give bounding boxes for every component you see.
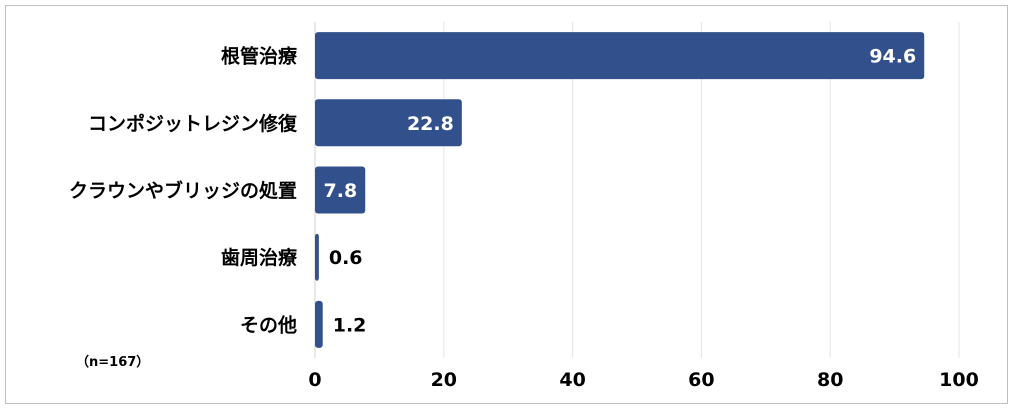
x-tick-label: 40 (559, 369, 585, 391)
bar (315, 32, 925, 80)
x-tick-label: 20 (431, 369, 457, 391)
x-tick-label: 60 (688, 369, 714, 391)
value-label: 0.6 (329, 247, 363, 269)
x-tick-label: 80 (817, 369, 843, 391)
category-label: 歯周治療 (221, 246, 298, 269)
category-label: コンポジットレジン修復 (88, 112, 298, 135)
value-label: 7.8 (324, 180, 358, 202)
bar (315, 166, 366, 214)
category-label: その他 (240, 313, 297, 336)
bar (315, 233, 319, 281)
value-label: 1.2 (333, 314, 367, 336)
x-tick-label: 0 (308, 369, 321, 391)
sample-size-note: （n=167） (76, 355, 150, 370)
x-tick-label: 100 (939, 369, 979, 391)
value-label: 94.6 (869, 46, 916, 68)
bar (315, 99, 462, 147)
category-label: 根管治療 (221, 45, 298, 68)
bar (315, 300, 323, 348)
value-label: 22.8 (407, 113, 454, 135)
category-label: クラウンやブリッジの処置 (69, 179, 297, 202)
